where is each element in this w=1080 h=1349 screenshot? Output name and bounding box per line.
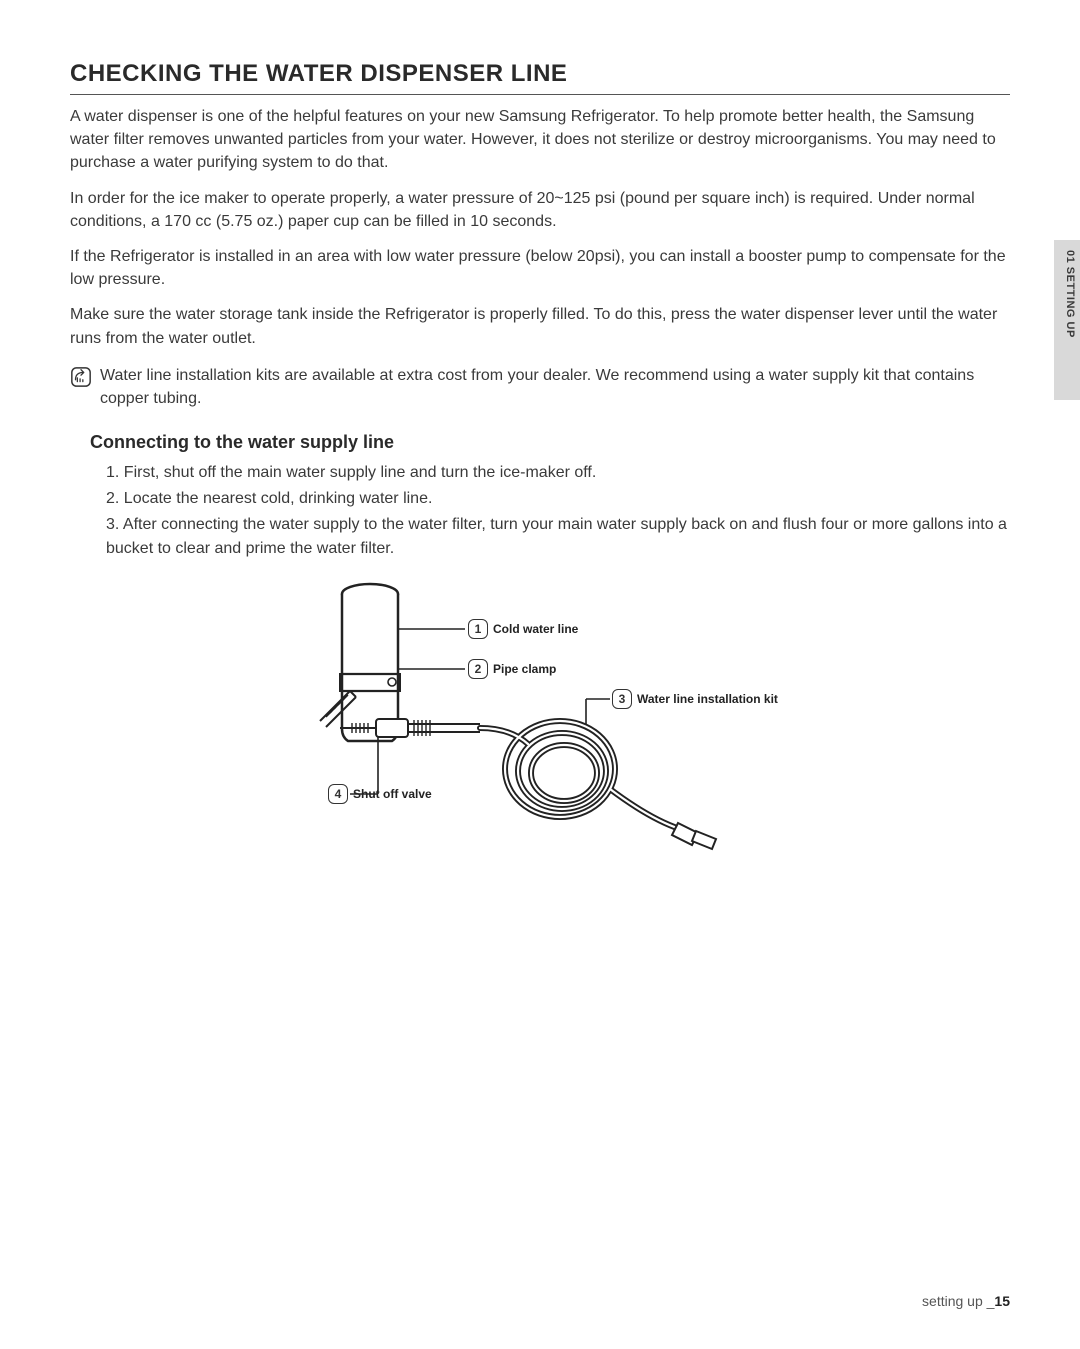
footer-text: setting up _ xyxy=(922,1293,994,1309)
steps-list: 1. First, shut off the main water supply… xyxy=(106,461,1010,561)
step-1: 1. First, shut off the main water supply… xyxy=(106,461,1010,485)
callout-4: Shut off valve 4 xyxy=(328,784,432,804)
callout-4-label: Shut off valve xyxy=(353,787,432,801)
callout-1-label: Cold water line xyxy=(493,622,578,636)
paragraph-1: A water dispenser is one of the helpful … xyxy=(70,105,1010,175)
paragraph-3: If the Refrigerator is installed in an a… xyxy=(70,245,1010,291)
callout-1-num: 1 xyxy=(468,619,488,639)
page-content: CHECKING THE WATER DISPENSER LINE A wate… xyxy=(0,0,1080,909)
sub-heading: Connecting to the water supply line xyxy=(90,432,1010,453)
section-heading: CHECKING THE WATER DISPENSER LINE xyxy=(70,60,1010,95)
callout-3-num: 3 xyxy=(612,689,632,709)
diagram-wrap: 1 Cold water line 2 Pipe clamp 3 Water l… xyxy=(70,579,1010,869)
paragraph-4: Make sure the water storage tank inside … xyxy=(70,303,1010,349)
note-row: Water line installation kits are availab… xyxy=(70,364,1010,410)
callout-2: 2 Pipe clamp xyxy=(468,659,556,679)
page-footer: setting up _15 xyxy=(922,1293,1010,1309)
step-3: 3. After connecting the water supply to … xyxy=(106,513,1010,561)
note-text: Water line installation kits are availab… xyxy=(100,364,1010,410)
step-2: 2. Locate the nearest cold, drinking wat… xyxy=(106,487,1010,511)
note-icon xyxy=(70,366,92,388)
water-line-diagram: 1 Cold water line 2 Pipe clamp 3 Water l… xyxy=(280,579,800,869)
callout-1: 1 Cold water line xyxy=(468,619,578,639)
callout-3: 3 Water line installation kit xyxy=(612,689,778,709)
callout-4-num: 4 xyxy=(328,784,348,804)
callout-2-label: Pipe clamp xyxy=(493,662,556,676)
callout-2-num: 2 xyxy=(468,659,488,679)
callout-3-label: Water line installation kit xyxy=(637,692,778,706)
paragraph-2: In order for the ice maker to operate pr… xyxy=(70,187,1010,233)
footer-page-number: 15 xyxy=(994,1293,1010,1309)
